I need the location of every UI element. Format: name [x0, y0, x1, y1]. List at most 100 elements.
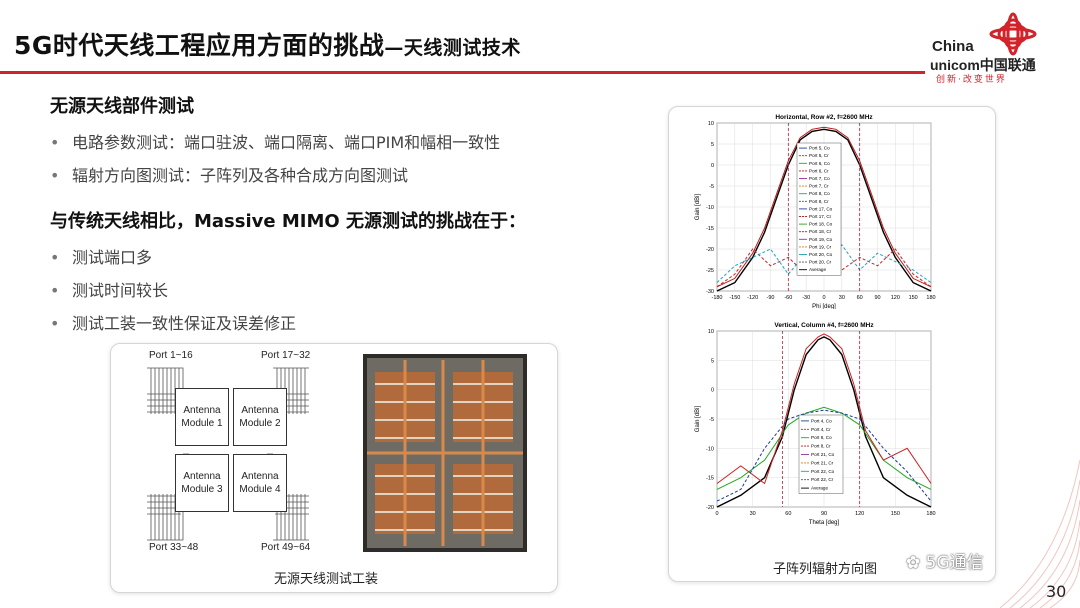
x-tick-label: -90: [767, 295, 775, 301]
antenna-module: Antenna Module 3: [175, 454, 229, 512]
x-tick-label: 90: [821, 511, 827, 517]
x-tick-label: 60: [857, 295, 863, 301]
fixture-photo-image: [367, 358, 523, 548]
y-tick-label: -10: [706, 446, 714, 452]
x-tick-label: 30: [839, 295, 845, 301]
legend-label: Port 6, Co: [809, 161, 830, 166]
legend-label: Port 8, Cr: [811, 444, 831, 449]
y-tick-label: 5: [711, 142, 714, 148]
bullet-dot: •: [50, 133, 60, 152]
y-tick-label: -20: [706, 505, 714, 511]
logo-slogan: 创新·改变世界: [936, 75, 1007, 85]
y-tick-label: -25: [706, 268, 714, 274]
y-tick-label: 10: [708, 121, 714, 127]
legend-label: Port 8, Co: [809, 191, 830, 196]
legend-label: Port 8, Cr: [809, 199, 829, 204]
x-tick-label: 0: [822, 295, 825, 301]
bullet-text: 辐射方向图测试：子阵列及各种合成方向图测试: [72, 166, 409, 185]
watermark: ✿ 5G通信: [906, 548, 984, 573]
section2-bullet: • 测试端口多: [50, 244, 152, 268]
fixture-caption: 无源天线测试工装: [274, 572, 379, 587]
y-axis-label: Gain [dBi]: [695, 406, 701, 433]
fixture-panel: Port 1~16 Port 17~32 Port 33~48 Port 49~…: [110, 343, 558, 593]
legend-label: Port 17, Cr: [809, 214, 832, 219]
fixture-photo: [363, 354, 527, 552]
legend-label: Port 5, Co: [809, 146, 830, 151]
x-axis-label: Theta [deg]: [809, 520, 840, 526]
legend-label: Port 19, Cr: [809, 244, 832, 249]
chart-title: Horizontal, Row #2, f=2600 MHz: [775, 114, 873, 121]
legend-label: Port 5, Cr: [809, 153, 829, 158]
bullet-dot: •: [50, 314, 60, 333]
y-tick-label: -30: [706, 289, 714, 295]
y-tick-label: 0: [711, 163, 714, 169]
legend-label: Port 8, Co: [811, 435, 832, 440]
page-title: 5G时代天线工程应用方面的挑战—天线测试技术: [14, 26, 521, 62]
legend-label: Port 21, Co: [811, 452, 835, 457]
antenna-module: Antenna Module 1: [175, 388, 229, 446]
x-tick-label: -150: [729, 295, 740, 301]
antenna-module: Antenna Module 2: [233, 388, 287, 446]
legend-label: Port 22, Cr: [811, 477, 834, 482]
x-tick-label: 150: [909, 295, 918, 301]
bullet-dot: •: [50, 281, 60, 300]
logo-text-china: China: [932, 38, 974, 55]
legend-label: Port 17, Co: [809, 206, 833, 211]
port-label: Port 49~64: [261, 542, 311, 553]
title-subtitle: —天线测试技术: [384, 37, 521, 59]
title-main: 5G时代天线工程应用方面的挑战: [14, 31, 385, 60]
legend-label: Port 18, Co: [809, 222, 833, 227]
china-unicom-logo: China unicom中国联通 创新·改变世界: [930, 12, 1070, 85]
bullet-dot: •: [50, 166, 60, 185]
x-tick-label: -180: [711, 295, 722, 301]
chart-title: Vertical, Column #4, f=2600 MHz: [774, 322, 874, 329]
bullet-dot: •: [50, 248, 60, 267]
y-tick-label: -20: [706, 247, 714, 253]
antenna-module: Antenna Module 4: [233, 454, 287, 512]
legend-label: Port 22, Co: [811, 469, 835, 474]
y-tick-label: 10: [708, 329, 714, 335]
port-label: Port 1~16: [149, 350, 193, 361]
legend-label: Port 19, Co: [809, 237, 833, 242]
bullet-text: 测试工装一致性保证及误差修正: [72, 314, 297, 333]
section1-bullet: • 辐射方向图测试：子阵列及各种合成方向图测试: [50, 162, 408, 186]
y-tick-label: 0: [711, 388, 714, 394]
x-tick-label: -60: [784, 295, 792, 301]
logo-text-unicom: unicom中国联通: [930, 57, 1036, 73]
pattern-caption: 子阵列辐射方向图: [773, 562, 878, 577]
x-tick-label: 180: [926, 295, 935, 301]
x-tick-label: 180: [926, 511, 935, 517]
y-tick-label: -15: [706, 476, 714, 482]
y-tick-label: -5: [709, 184, 714, 190]
vertical-pattern-plot: Vertical, Column #4, f=2600 MHz 0 30 60 90 12…: [683, 319, 983, 533]
decorative-arcs: [999, 459, 1080, 608]
legend-label: Average: [809, 267, 826, 272]
series-line: [716, 406, 932, 490]
section2-heading: 与传统天线相比，Massive MIMO 无源测试的挑战在于：: [50, 211, 526, 232]
section2-bullet: • 测试时间较长: [50, 277, 168, 301]
legend-label: Port 20, Cr: [809, 260, 832, 265]
x-tick-label: 90: [874, 295, 880, 301]
legend-label: Port 7, Cr: [809, 184, 829, 189]
y-tick-label: -10: [706, 205, 714, 211]
legend-label: Port 4, Cr: [811, 427, 831, 432]
legend-label: Port 4, Co: [811, 418, 832, 423]
series-line: [716, 128, 932, 292]
bullet-text: 测试时间较长: [72, 281, 169, 300]
x-tick-label: 120: [855, 511, 864, 517]
legend-label: Port 6, Cr: [809, 168, 829, 173]
y-tick-label: -5: [709, 417, 714, 423]
y-tick-label: -15: [706, 226, 714, 232]
bullet-text: 测试端口多: [72, 248, 153, 267]
horizontal-pattern-plot: Horizontal, Row #2, f=2600 MHz -180 -150 -1…: [683, 109, 945, 313]
legend-label: Port 7, Co: [809, 176, 830, 181]
wechat-icon: ✿: [906, 553, 926, 573]
port-label: Port 17~32: [261, 350, 311, 361]
x-axis-label: Phi [deg]: [812, 304, 836, 309]
x-tick-label: -120: [747, 295, 758, 301]
section1-heading: 无源天线部件测试: [50, 96, 194, 117]
x-tick-label: 0: [715, 511, 718, 517]
page-number: 30: [1046, 582, 1067, 601]
title-underline: [0, 71, 925, 74]
legend-label: Port 18, Cr: [809, 229, 832, 234]
